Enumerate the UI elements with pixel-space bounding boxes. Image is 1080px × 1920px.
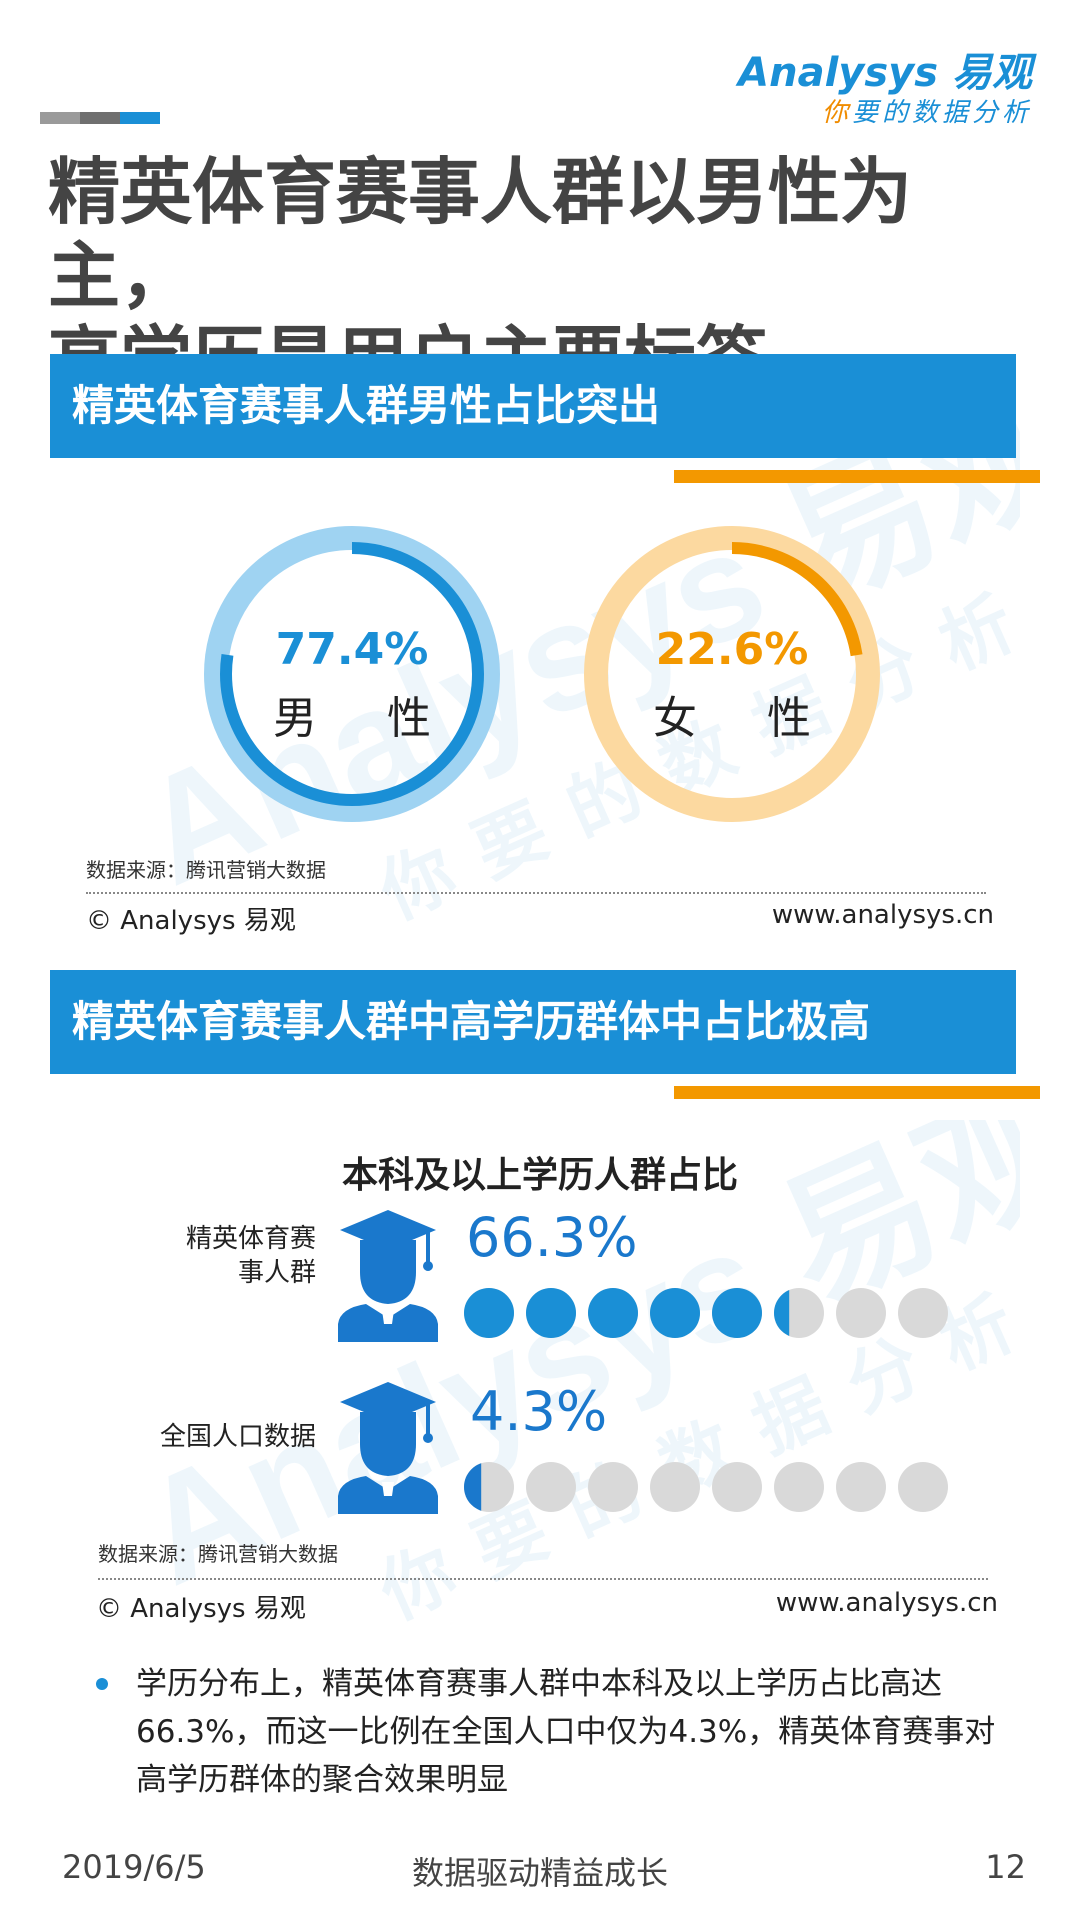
chart-title: 本科及以上学历人群占比 [341,1155,738,1196]
dotted-divider [98,1578,988,1580]
dot-empty [526,1462,576,1512]
dot-filled [712,1288,762,1338]
dot-row-svg [464,1288,948,1338]
dot-row-svg [464,1462,948,1512]
site-link[interactable]: www.analysys.cn [775,1588,998,1618]
donut-male-track [204,526,500,822]
footer-slogan: 数据驱动精益成长 [411,1854,668,1892]
footer-date: 2019/6/5 [62,1848,206,1886]
data-source: 数据来源：腾讯营销大数据 [98,1542,338,1566]
dot-empty [836,1288,886,1338]
logo-slogan: 你要的数据分析 [821,98,1032,128]
dot-empty [898,1462,948,1512]
donut-female-value: 22.6% [655,624,809,675]
dot-empty [712,1462,762,1512]
donut-female: 22.6% 女 性 [582,524,882,824]
donut-female-slice [600,542,864,806]
dot-empty [898,1288,948,1338]
section-heading: 精英体育赛事人群中高学历群体中占比极高 [72,997,871,1046]
dot-filled [526,1288,576,1338]
copyright: © Analysys 易观 [86,906,296,936]
row-label: 全国人口数据 [100,1420,316,1454]
summary-text: 学历分布上，精英体育赛事人群中本科及以上学历占比高达66.3%，而这一比例在全国… [136,1666,996,1798]
row-value: 66.3% [466,1206,638,1269]
row-value: 4.3% [470,1380,608,1443]
section-header-gender: 精英体育赛事人群男性占比突出 [50,354,1016,458]
site-link[interactable]: www.analysys.cn [771,900,994,930]
graduate-icon [338,1210,438,1342]
dot-filled [774,1290,790,1336]
page-number: 12 [985,1848,1026,1886]
donut-female-label: 女 性 [653,693,839,744]
title-accent-bars [40,112,160,124]
dot-empty [836,1462,886,1512]
donut-male: 77.4% 男 性 [202,524,502,824]
section-underline [674,470,1040,483]
copyright: © Analysys 易观 [96,1594,306,1624]
donut-female-svg [584,526,880,822]
data-source: 数据来源：腾讯营销大数据 [86,858,326,882]
donut-male-label: 男 性 [273,693,459,744]
accent-bar-blue [120,112,160,124]
dot-filled [588,1288,638,1338]
page-title-line1: 精英体育赛事人群以男性为主， [48,150,913,318]
dot-filled [464,1463,482,1511]
dot-row-national [464,1460,948,1514]
dot-empty [650,1462,700,1512]
dotted-divider [86,892,986,894]
donut-female-track [584,526,880,822]
dot-empty [588,1462,638,1512]
section-underline [674,1086,1040,1099]
accent-bar-dark [80,112,120,124]
section-header-education: 精英体育赛事人群中高学历群体中占比极高 [50,970,1016,1074]
logo-brand: Analysys 易观 [738,50,1032,96]
analysys-logo: Analysys 易观 你要的数据分析 [732,40,1032,130]
row-label: 精英体育赛 事人群 [100,1222,316,1290]
accent-bar-gray [40,112,80,124]
row-label-line2: 事人群 [237,1258,316,1288]
dot-filled [464,1288,514,1338]
dot-row-elite [464,1286,948,1340]
section-heading: 精英体育赛事人群男性占比突出 [72,381,661,430]
bullet-dot [96,1678,108,1690]
donut-male-slice [220,542,484,806]
donut-male-svg [204,526,500,822]
donut-male-value: 77.4% [275,624,429,675]
row-label-line1: 精英体育赛 [185,1224,316,1254]
dot-filled [650,1288,700,1338]
graduate-icon [338,1382,438,1514]
dot-empty [774,1462,824,1512]
row-label-line1: 全国人口数据 [159,1422,316,1452]
